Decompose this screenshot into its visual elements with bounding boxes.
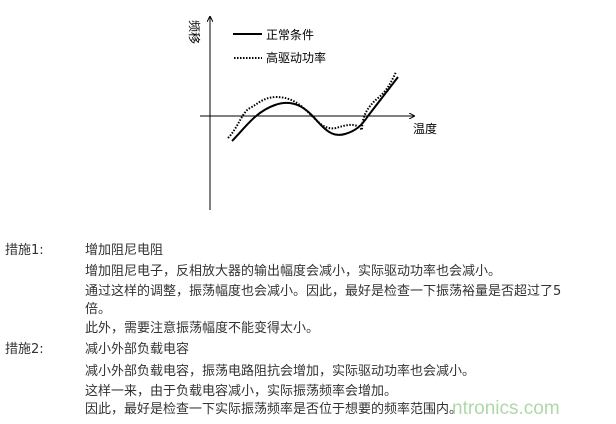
legend-high-drive-label: 高驱动功率 [266,50,326,65]
measure-1-title: 增加阻尼电阻 [85,243,164,258]
measure-1-label: 措施1: [5,243,44,258]
high-drive-curve [227,71,397,139]
measure-2-line-1: 减小外部负载电容，振荡电路阻抗会增加，实际驱动功率也会减小。 [85,364,476,379]
measure-2-title: 减小外部负载电容 [85,342,190,357]
x-axis-label: 温度 [413,121,437,136]
y-axis-label: 频移 [187,20,201,44]
measure-1-line-4: 此外，需要注意振荡幅度不能变得太小。 [85,321,320,336]
measure-1-line-2: 通过这样的调整，振荡幅度也会减小。因此，最好是检查一下振荡裕量是否超过了5 [85,284,562,299]
measure-2-line-2: 这样一来，由于负载电容减小，实际振荡频率会增加。 [85,384,398,399]
measure-2-label: 措施2: [5,342,44,357]
measure-1-line-3: 倍。 [85,302,112,317]
measure-2-line-3: 因此，最好是检查一下实际振荡频率是否位于想要的频率范围内。 [85,402,463,417]
frequency-shift-diagram: 频移 温度 正常条件 高驱动功率 [187,0,437,210]
normal-condition-curve [231,76,399,142]
watermark: ntronics.com [452,398,560,419]
legend-normal-label: 正常条件 [266,28,314,42]
measure-1-line-1: 增加阻尼电子，反相放大器的输出幅度会减小，实际驱动功率也会减小。 [85,264,502,279]
